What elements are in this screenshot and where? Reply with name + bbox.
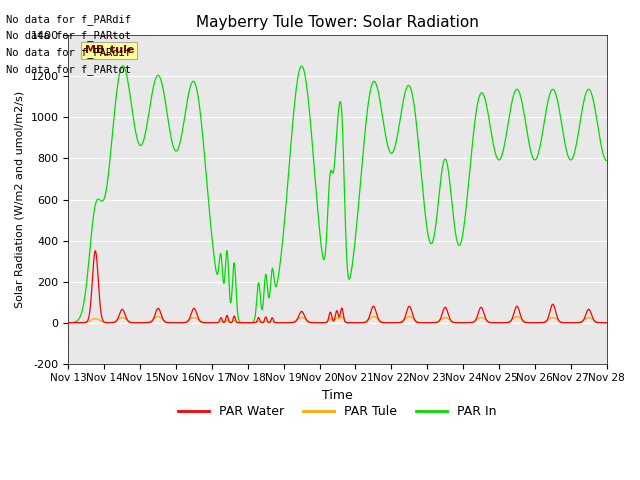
Text: No data for f_PARdif: No data for f_PARdif bbox=[6, 13, 131, 24]
Y-axis label: Solar Radiation (W/m2 and umol/m2/s): Solar Radiation (W/m2 and umol/m2/s) bbox=[15, 91, 25, 308]
Text: MB_tule: MB_tule bbox=[84, 45, 134, 56]
Title: Mayberry Tule Tower: Solar Radiation: Mayberry Tule Tower: Solar Radiation bbox=[196, 15, 479, 30]
Text: No data for f_PARtot: No data for f_PARtot bbox=[6, 64, 131, 75]
Text: No data for f_PARdif: No data for f_PARdif bbox=[6, 47, 131, 58]
Text: No data for f_PARtot: No data for f_PARtot bbox=[6, 30, 131, 41]
X-axis label: Time: Time bbox=[322, 389, 353, 402]
Legend: PAR Water, PAR Tule, PAR In: PAR Water, PAR Tule, PAR In bbox=[173, 400, 502, 423]
